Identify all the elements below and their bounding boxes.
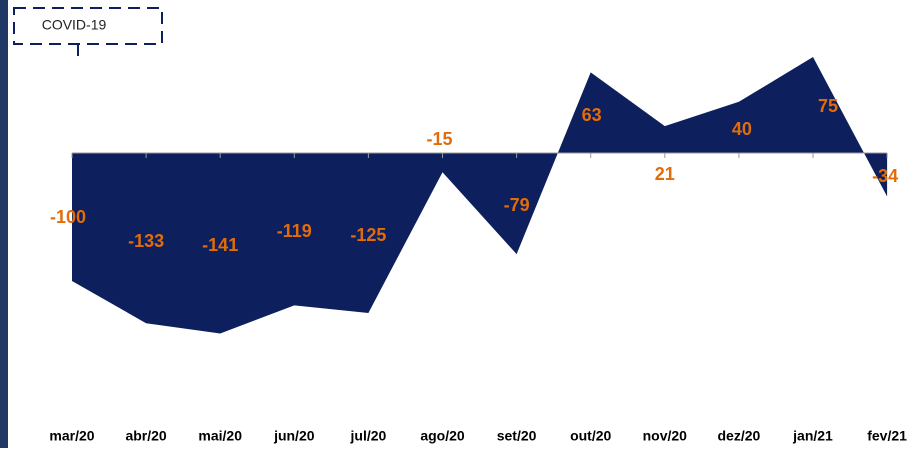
value-label: 75 xyxy=(818,96,838,116)
value-label: 63 xyxy=(582,105,602,125)
value-label: -125 xyxy=(350,225,386,245)
x-tick-label: fev/21 xyxy=(867,428,907,444)
value-label: -100 xyxy=(50,207,86,227)
x-tick-label: ago/20 xyxy=(420,428,465,444)
value-label: -34 xyxy=(872,166,898,186)
value-label: 21 xyxy=(655,164,675,184)
x-tick-label: nov/20 xyxy=(643,428,688,444)
area xyxy=(72,57,888,334)
side-bar xyxy=(0,0,8,448)
x-tick-label: dez/20 xyxy=(717,428,760,444)
value-label: 40 xyxy=(732,119,752,139)
value-label: -79 xyxy=(504,195,530,215)
annotation: COVID-19 xyxy=(42,17,107,33)
value-label: -119 xyxy=(277,221,312,241)
annotation-box xyxy=(13,7,163,45)
x-tick-label: mai/20 xyxy=(198,428,242,444)
value-label: -141 xyxy=(202,235,238,255)
value-label: -15 xyxy=(426,129,452,149)
x-tick-label: set/20 xyxy=(497,428,537,444)
x-tick-label: jan/21 xyxy=(792,428,833,444)
x-tick-label: mar/20 xyxy=(49,428,94,444)
x-tick-label: jul/20 xyxy=(350,428,387,444)
value-label: -133 xyxy=(128,231,164,251)
x-tick-label: jun/20 xyxy=(273,428,315,444)
x-tick-label: out/20 xyxy=(570,428,611,444)
x-tick-label: abr/20 xyxy=(125,428,166,444)
